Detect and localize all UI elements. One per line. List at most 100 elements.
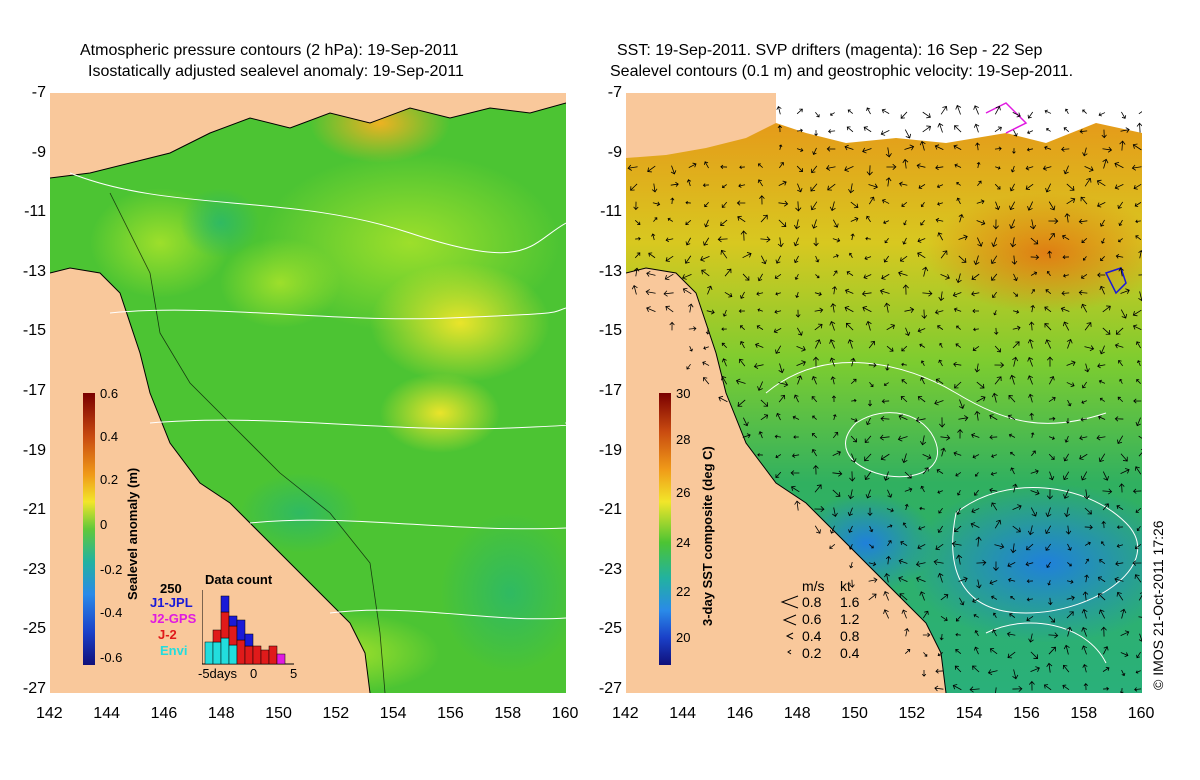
y-tick-label: -11 bbox=[24, 203, 46, 221]
y-tick-label: -7 bbox=[607, 84, 622, 101]
velocity-arrow bbox=[793, 219, 800, 230]
left-colorbar-tick: 0.2 bbox=[100, 472, 119, 487]
velocity-arrow bbox=[1084, 345, 1095, 352]
velocity-arrow bbox=[1098, 453, 1106, 463]
velocity-arrow bbox=[1012, 148, 1016, 154]
velocity-arrow bbox=[922, 111, 931, 119]
velocity-arrow bbox=[793, 255, 799, 264]
velocity-arrow bbox=[829, 339, 835, 349]
velocity-arrow bbox=[705, 327, 710, 335]
velocity-arrow bbox=[903, 220, 907, 226]
velocity-arrow bbox=[849, 579, 855, 588]
velocity-arrow bbox=[1119, 688, 1124, 693]
velocity-arrow bbox=[1121, 111, 1127, 119]
velocity-arrow bbox=[848, 525, 853, 533]
velocity-arrow bbox=[971, 291, 980, 297]
x-tick-label: 150 bbox=[265, 705, 292, 722]
velocity-arrow bbox=[994, 126, 1002, 133]
velocity-arrow bbox=[775, 454, 782, 459]
velocity-arrow bbox=[778, 363, 785, 374]
histogram-bar bbox=[220, 611, 230, 639]
velocity-arrow bbox=[1009, 374, 1016, 385]
inset-legend-j2gps: J2-GPS bbox=[150, 611, 197, 626]
velocity-arrow bbox=[897, 435, 908, 442]
x-tick-label: 152 bbox=[322, 705, 350, 722]
velocity-arrow bbox=[815, 274, 820, 279]
velocity-arrow bbox=[1136, 651, 1141, 659]
velocity-arrow bbox=[670, 197, 675, 205]
velocity-arrow bbox=[1043, 684, 1052, 691]
velocity-arrow bbox=[814, 506, 825, 513]
velocity-arrow bbox=[1120, 630, 1130, 636]
velocity-arrow bbox=[796, 360, 806, 366]
velocity-arrow bbox=[902, 284, 909, 295]
velocity-arrow bbox=[1066, 197, 1076, 205]
anomaly-blob bbox=[440, 513, 566, 673]
velocity-arrow bbox=[812, 356, 819, 367]
y-tick-label: -17 bbox=[22, 382, 46, 399]
velocity-arrow bbox=[778, 219, 787, 227]
velocity-arrow bbox=[972, 454, 980, 459]
pressure-contour bbox=[69, 172, 566, 254]
velocity-arrow bbox=[1138, 449, 1142, 457]
velocity-arrow bbox=[885, 555, 892, 565]
velocity-arrow bbox=[1031, 288, 1036, 294]
velocity-arrow bbox=[937, 325, 944, 330]
velocity-arrow bbox=[1102, 305, 1111, 313]
velocity-arrow bbox=[958, 399, 965, 409]
velocity-arrow bbox=[1097, 363, 1106, 369]
velocity-arrow bbox=[1066, 611, 1074, 619]
velocity-arrow bbox=[933, 559, 944, 566]
velocity-arrow bbox=[936, 184, 944, 189]
velocity-arrow bbox=[1097, 576, 1106, 583]
right-colorbar-tick: 30 bbox=[676, 386, 691, 401]
velocity-arrow bbox=[634, 219, 641, 225]
velocity-arrow bbox=[866, 107, 871, 115]
velocity-arrow bbox=[974, 410, 981, 421]
velocity-arrow bbox=[953, 451, 962, 457]
no-data-region bbox=[776, 93, 1142, 143]
velocity-arrow bbox=[1080, 196, 1088, 205]
right-title-line1: SST: 19-Sep-2011. SVP drifters (magenta)… bbox=[617, 42, 1043, 59]
velocity-arrow bbox=[994, 376, 1002, 385]
inset-legend-envi: Envi bbox=[160, 643, 188, 658]
velocity-arrow bbox=[665, 255, 674, 262]
velocity-legend-row-kt: 1.6 bbox=[840, 594, 860, 610]
velocity-arrow bbox=[757, 453, 763, 457]
velocity-arrow bbox=[976, 395, 986, 403]
y-tick-label: -23 bbox=[22, 560, 46, 578]
velocity-arrow bbox=[850, 418, 858, 423]
velocity-arrow bbox=[1096, 435, 1106, 441]
velocity-arrow bbox=[955, 632, 961, 637]
velocity-arrow bbox=[862, 305, 872, 313]
velocity-arrow bbox=[990, 471, 998, 476]
velocity-arrow bbox=[1115, 254, 1124, 259]
velocity-arrow bbox=[1007, 577, 1016, 583]
velocity-arrow bbox=[935, 668, 944, 674]
velocity-arrow bbox=[865, 320, 872, 331]
velocity-arrow bbox=[1135, 417, 1141, 427]
velocity-arrow bbox=[688, 162, 697, 168]
pressure-contour bbox=[109, 307, 566, 320]
left-colorbar-tick: -0.2 bbox=[100, 562, 123, 577]
velocity-arrow bbox=[814, 307, 824, 313]
velocity-arrow bbox=[1136, 526, 1141, 531]
velocity-arrow bbox=[1066, 626, 1073, 637]
velocity-arrow bbox=[1007, 651, 1016, 659]
velocity-arrow bbox=[956, 507, 961, 515]
velocity-arrow bbox=[701, 269, 710, 277]
velocity-arrow bbox=[832, 470, 843, 477]
velocity-arrow bbox=[899, 593, 908, 601]
velocity-arrow bbox=[1135, 670, 1141, 674]
velocity-arrow bbox=[973, 255, 980, 266]
velocity-arrow bbox=[902, 522, 907, 529]
velocity-arrow bbox=[956, 197, 961, 205]
velocity-arrow bbox=[1066, 418, 1070, 424]
velocity-arrow bbox=[1138, 249, 1142, 259]
velocity-arrow bbox=[886, 324, 895, 331]
right-colorbar bbox=[659, 393, 671, 665]
velocity-arrow bbox=[1101, 520, 1106, 529]
velocity-arrow bbox=[898, 414, 908, 420]
velocity-arrow bbox=[939, 633, 944, 641]
velocity-arrow bbox=[1116, 504, 1124, 510]
